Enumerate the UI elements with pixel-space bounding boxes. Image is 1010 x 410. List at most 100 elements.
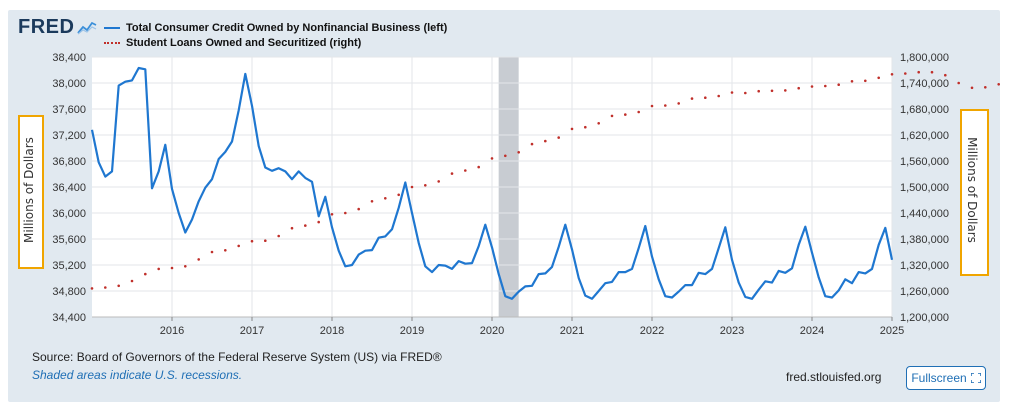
legend-label-consumer-credit: Total Consumer Credit Owned by Nonfinanc… xyxy=(126,22,448,34)
series-point-student-loans xyxy=(104,286,107,289)
series-point-student-loans xyxy=(530,142,534,146)
series-point-student-loans xyxy=(170,266,174,270)
right-tick-label: 1,380,000 xyxy=(900,234,949,246)
series-point-student-loans xyxy=(997,83,1000,86)
series-point-student-loans xyxy=(944,73,947,77)
series-point-student-loans xyxy=(957,81,960,85)
series-point-student-loans xyxy=(650,104,654,108)
fred-logo-chart-icon xyxy=(77,21,97,35)
series-point-student-loans xyxy=(810,85,814,88)
series-point-student-loans xyxy=(397,193,401,197)
series-point-student-loans xyxy=(144,272,147,276)
legend-label-student-loans: Student Loans Owned and Securitized (rig… xyxy=(126,37,362,49)
series-point-student-loans xyxy=(890,73,894,76)
series-point-student-loans xyxy=(597,122,600,125)
legend-swatch-dotted xyxy=(104,42,120,45)
right-tick-label: 1,800,000 xyxy=(900,52,949,64)
series-point-student-loans xyxy=(197,258,200,261)
series-point-student-loans xyxy=(210,250,214,254)
series-point-student-loans xyxy=(184,265,187,268)
legend-entry-student-loans[interactable]: Student Loans Owned and Securitized (rig… xyxy=(104,37,361,49)
series-point-student-loans xyxy=(557,136,560,139)
left-tick-label: 38,000 xyxy=(52,78,86,90)
legend-entry-consumer-credit[interactable]: Total Consumer Credit Owned by Nonfinanc… xyxy=(104,22,447,34)
series-point-student-loans xyxy=(450,172,454,175)
series-point-student-loans xyxy=(157,267,160,271)
series-point-student-loans xyxy=(837,83,840,86)
series-point-student-loans xyxy=(904,72,907,75)
series-point-student-loans xyxy=(824,84,827,88)
series-point-student-loans xyxy=(277,234,281,238)
series-point-student-loans xyxy=(984,86,987,89)
series-point-student-loans xyxy=(384,197,387,200)
x-tick-label: 2025 xyxy=(880,325,904,337)
series-point-student-loans xyxy=(117,284,120,288)
left-tick-label: 34,800 xyxy=(52,286,86,298)
series-point-student-loans xyxy=(264,239,267,242)
series-line-consumer-credit xyxy=(90,66,894,300)
left-tick-label: 37,600 xyxy=(52,104,86,116)
series-point-student-loans xyxy=(877,76,880,80)
series-point-student-loans xyxy=(970,86,974,90)
series-point-student-loans xyxy=(237,244,240,248)
series-point-student-loans xyxy=(850,80,854,83)
right-tick-label: 1,200,000 xyxy=(900,312,949,324)
x-tick-label: 2018 xyxy=(320,325,344,337)
series-point-student-loans xyxy=(304,224,307,227)
left-tick-label: 35,600 xyxy=(52,234,86,246)
series-point-student-loans xyxy=(370,200,374,203)
x-tick-label: 2017 xyxy=(240,325,264,337)
series-point-student-loans xyxy=(690,97,694,100)
series-point-student-loans xyxy=(637,110,640,114)
series-point-student-loans xyxy=(624,113,627,116)
series-point-student-loans xyxy=(757,89,760,93)
right-tick-label: 1,260,000 xyxy=(900,286,949,298)
fullscreen-label: Fullscreen xyxy=(911,371,967,385)
series-point-student-loans xyxy=(930,70,934,74)
series-point-student-loans xyxy=(584,125,587,129)
series-point-student-loans xyxy=(490,157,494,160)
series-point-student-loans xyxy=(130,279,134,283)
series-point-student-loans xyxy=(770,89,774,93)
series-point-student-loans xyxy=(357,207,361,211)
series-point-student-loans xyxy=(464,169,467,172)
series-point-student-loans xyxy=(330,213,334,216)
right-tick-label: 1,740,000 xyxy=(900,78,949,90)
series-point-student-loans xyxy=(717,94,720,98)
series-point-student-loans xyxy=(250,239,254,243)
series-point-student-loans xyxy=(704,96,707,99)
x-tick-label: 2024 xyxy=(800,325,824,337)
series-point-student-loans xyxy=(317,220,321,224)
series-point-student-loans xyxy=(424,184,427,187)
x-tick-label: 2023 xyxy=(720,325,744,337)
series-point-student-loans xyxy=(610,114,614,118)
right-tick-label: 1,500,000 xyxy=(900,182,949,194)
right-axis-title-box xyxy=(960,109,989,276)
fullscreen-icon xyxy=(970,373,981,383)
series-point-student-loans xyxy=(344,211,347,215)
x-tick-label: 2020 xyxy=(480,325,504,337)
site-url[interactable]: fred.stlouisfed.org xyxy=(786,370,882,384)
right-tick-label: 1,320,000 xyxy=(900,260,949,272)
series-layer xyxy=(90,66,1000,300)
x-tick-label: 2016 xyxy=(160,325,184,337)
fred-logo: FRED xyxy=(18,16,75,38)
series-point-student-loans xyxy=(570,127,574,131)
series-point-student-loans xyxy=(90,287,94,290)
series-point-student-loans xyxy=(544,139,547,143)
left-tick-label: 37,200 xyxy=(52,130,86,142)
left-tick-label: 34,400 xyxy=(52,312,86,324)
series-point-student-loans xyxy=(744,91,747,95)
fullscreen-button[interactable]: Fullscreen xyxy=(906,366,986,390)
series-point-student-loans xyxy=(477,165,481,169)
series-point-student-loans xyxy=(730,91,734,94)
series-point-student-loans xyxy=(664,104,667,107)
left-tick-label: 35,200 xyxy=(52,260,86,272)
left-tick-label: 36,400 xyxy=(52,182,86,194)
right-tick-label: 1,440,000 xyxy=(900,208,949,220)
x-tick-label: 2021 xyxy=(560,325,584,337)
series-point-student-loans xyxy=(504,154,507,158)
series-point-student-loans xyxy=(864,79,867,83)
x-tick-label: 2019 xyxy=(400,325,424,337)
series-point-student-loans xyxy=(784,89,787,92)
